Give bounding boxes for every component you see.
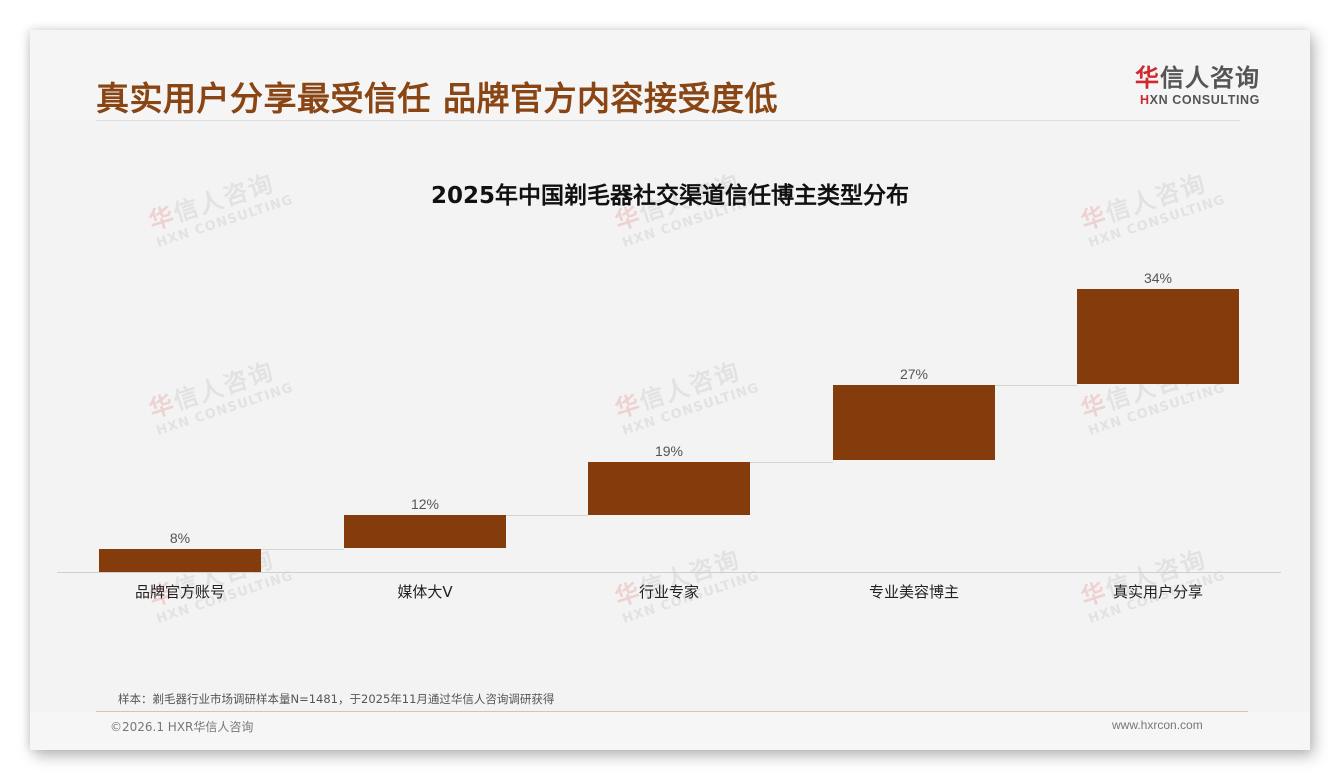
category-label: 专业美容博主 [868, 583, 959, 601]
value-label: 27% [899, 366, 929, 382]
category-label: 行业专家 [638, 583, 699, 601]
category-label: 媒体大V [397, 583, 453, 601]
value-label: 19% [654, 443, 684, 459]
footer-band [30, 712, 1310, 750]
bar[interactable] [99, 549, 261, 572]
bar[interactable] [1077, 289, 1239, 384]
logo-accent-char: 华 [1135, 64, 1160, 92]
category-label: 品牌官方账号 [134, 583, 225, 601]
x-axis-line [57, 572, 1281, 573]
logo-chinese: 华信人咨询 [1110, 64, 1260, 92]
logo-en-text: XN CONSULTING [1149, 93, 1260, 107]
value-label: 8% [169, 530, 191, 546]
waterfall-chart: 8% 品牌官方账号 12% 媒体大V 19% 行业专家 27% 专业美容博主 34% 真实用户分享 [30, 30, 1310, 750]
connector-line [506, 515, 588, 516]
company-logo: 华信人咨询 HXN CONSULTING [1110, 64, 1260, 108]
logo-cn-text: 信人咨询 [1160, 64, 1260, 92]
connector-line [995, 385, 1077, 386]
value-label: 34% [1143, 270, 1173, 286]
chart-title: 2025年中国剃毛器社交渠道信任博主类型分布 [430, 183, 909, 209]
header-band [30, 30, 1310, 120]
value-label: 12% [410, 496, 440, 512]
website-link[interactable]: www.hxrcon.com [1112, 718, 1203, 732]
bar[interactable] [344, 515, 506, 548]
sample-footnote: 样本：剃毛器行业市场调研样本量N=1481，于2025年11月通过华信人咨询调研… [118, 692, 555, 706]
footer-divider [96, 711, 1248, 712]
connector-line [750, 462, 833, 463]
bar[interactable] [588, 462, 750, 515]
category-label: 真实用户分享 [1112, 583, 1203, 601]
page-title: 真实用户分享最受信任 品牌官方内容接受度低 [96, 79, 778, 118]
bar[interactable] [833, 385, 995, 460]
logo-en-accent: H [1140, 93, 1150, 107]
logo-english: HXN CONSULTING [1110, 92, 1260, 108]
copyright-text: ©2026.1 HXR华信人咨询 [110, 720, 254, 734]
slide-card: 真实用户分享最受信任 品牌官方内容接受度低 华信人咨询 HXN CONSULTI… [30, 30, 1310, 750]
connector-line [261, 549, 344, 550]
title-divider [96, 120, 1240, 121]
